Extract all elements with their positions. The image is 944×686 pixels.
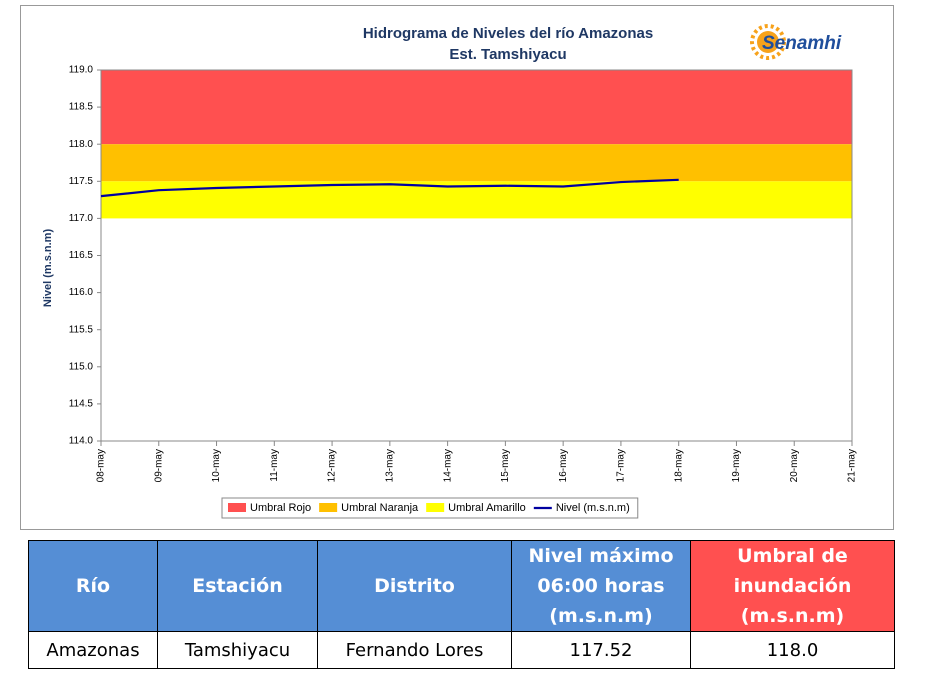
x-tick-label: 18-may <box>673 449 684 482</box>
x-tick-label: 16-may <box>558 449 569 482</box>
cell: Tamshiyacu <box>157 631 318 669</box>
legend-swatch <box>426 503 445 512</box>
header-cell: Nivel máximo 06:00 horas (m.s.n.m) <box>511 540 691 632</box>
table: Río Estación Distrito Nivel máximo 06:00 hor… <box>28 540 895 669</box>
header-text: Nivel máximo <box>528 545 674 567</box>
cell: 118.0 <box>690 631 895 669</box>
legend-swatch <box>228 503 246 512</box>
x-tick-label: 21-may <box>847 449 858 482</box>
header-text: 06:00 horas <box>537 575 665 597</box>
threshold-band <box>101 144 852 182</box>
legend-label: Umbral Naranja <box>341 502 419 514</box>
y-tick-label: 118.0 <box>69 139 94 150</box>
chart: Hidrograma de Niveles del río Amazonas E… <box>20 5 894 530</box>
y-tick-label: 116.0 <box>69 287 94 298</box>
series-line <box>100 178 679 198</box>
y-tick-label: 116.5 <box>69 250 94 261</box>
y-tick-label: 119.0 <box>69 65 94 76</box>
header-cell: Estación <box>157 540 318 632</box>
x-tick-label: 20-may <box>789 449 800 482</box>
x-tick-label: 08-may <box>96 449 107 482</box>
x-tick-label: 19-may <box>731 449 742 482</box>
header-text: inundación <box>733 575 852 597</box>
header-text: (m.s.n.m) <box>740 605 845 627</box>
x-tick-label: 10-may <box>211 449 222 482</box>
legend-swatch <box>319 503 338 512</box>
legend-label: Umbral Amarillo <box>448 502 526 514</box>
legend: Umbral Rojo Umbral Naranja Umbral Amarillo… <box>221 497 639 519</box>
x-tick-label: 14-may <box>442 449 453 482</box>
x-tick-label: 13-may <box>384 449 395 482</box>
header-cell: Umbral de inundación (m.s.n.m) <box>690 540 895 632</box>
y-tick-label: 117.5 <box>69 176 94 187</box>
x-tick-label: 17-may <box>616 449 627 482</box>
header-text: Estación <box>192 575 283 597</box>
table-row: Amazonas Tamshiyacu Fernando Lores 117.52 11… <box>28 631 895 669</box>
header-cell: Río <box>28 540 158 632</box>
legend-label: Umbral Rojo <box>250 502 311 514</box>
y-tick-label: 114.5 <box>69 399 94 410</box>
x-tick-label: 12-may <box>327 449 338 482</box>
y-tick-label: 115.5 <box>69 324 94 335</box>
header-text: Distrito <box>374 575 455 597</box>
y-tick-label: 117.0 <box>69 213 94 224</box>
header-cell: Distrito <box>317 540 512 632</box>
chart-subtitle: Est. Tamshiyacu <box>449 46 566 63</box>
x-tick-label: 15-may <box>500 449 511 482</box>
cell: Amazonas <box>28 631 158 669</box>
threshold-band <box>101 70 852 145</box>
y-tick-label: 118.5 <box>69 102 94 113</box>
chart-title: Hidrograma de Niveles del río Amazonas <box>363 25 653 42</box>
table-header: Río Estación Distrito Nivel máximo 06:00 hor… <box>28 540 895 632</box>
y-tick-label: 115.0 <box>69 361 94 372</box>
header-text: (m.s.n.m) <box>549 605 653 627</box>
logo-text: Senamhi <box>762 33 842 54</box>
logo-sun <box>757 31 779 53</box>
cell: Fernando Lores <box>317 631 512 669</box>
header-text: Río <box>75 575 111 597</box>
header-text: Umbral de <box>737 545 848 567</box>
x-tick-label: 11-may <box>269 449 280 482</box>
logo: Senamhi <box>750 24 842 60</box>
y-tick-label: 114.0 <box>69 436 94 447</box>
legend-label: Nivel (m.s.n.m) <box>556 502 630 514</box>
logo-rays <box>750 24 786 60</box>
cell: 117.52 <box>511 631 691 669</box>
x-tick-label: 09-may <box>153 449 164 482</box>
y-axis-label: Nivel (m.s.n.m) <box>42 229 54 308</box>
